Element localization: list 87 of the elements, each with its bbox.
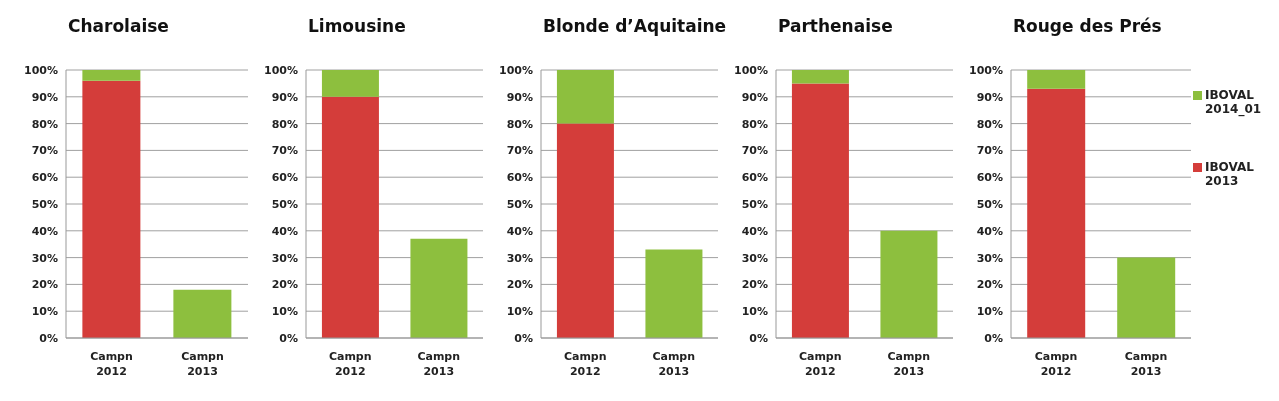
y-tick-label: 10% (506, 305, 533, 319)
bar (1117, 257, 1176, 338)
chart-title: Charolaise (67, 15, 170, 38)
y-tick-label: 10% (31, 305, 58, 319)
y-tick-label: 20% (271, 278, 298, 292)
bar (556, 70, 614, 124)
y-tick-label: 100% (734, 63, 768, 77)
y-tick-label: 30% (741, 251, 768, 265)
bar (82, 70, 141, 81)
legend-label: IBOVAL 2013 (1205, 160, 1255, 188)
bar (410, 238, 468, 338)
chart-title: Rouge des Prés (1012, 15, 1163, 38)
y-tick-label: 70% (506, 144, 533, 158)
y-tick-label: 100% (969, 63, 1003, 77)
y-tick-label: 70% (271, 144, 298, 158)
chart-title: Parthenaise (778, 16, 893, 36)
bar (321, 70, 379, 97)
y-tick-label: 30% (31, 251, 58, 265)
y-tick-label: 0% (984, 331, 1003, 345)
y-tick-label: 60% (506, 171, 533, 185)
y-tick-label: 70% (976, 144, 1003, 158)
x-tick-label: Campn 2013 (181, 350, 224, 378)
bar (321, 96, 379, 338)
y-tick-label: 40% (741, 224, 768, 238)
x-tick-label: Campn 2013 (1124, 350, 1168, 378)
y-tick-label: 30% (506, 251, 533, 265)
y-tick-label: 80% (506, 117, 533, 131)
x-tick-label: Campn 2012 (328, 350, 372, 378)
bar (791, 83, 849, 338)
y-tick-label: 0% (749, 331, 768, 345)
y-tick-label: 0% (279, 331, 298, 345)
x-tick-label: Campn 2013 (887, 350, 931, 378)
y-tick-label: 60% (976, 171, 1003, 185)
x-tick-label: Campn 2012 (563, 350, 607, 378)
y-tick-label: 100% (24, 63, 58, 77)
y-tick-label: 20% (31, 278, 58, 292)
y-tick-label: 80% (31, 117, 58, 131)
bar (556, 123, 614, 338)
bar (791, 70, 849, 84)
y-tick-label: 80% (976, 117, 1003, 131)
y-tick-label: 40% (31, 224, 58, 238)
y-tick-label: 70% (31, 144, 58, 158)
y-tick-label: 0% (39, 331, 58, 345)
y-tick-label: 50% (271, 197, 298, 211)
x-tick-label: Campn 2013 (417, 350, 461, 378)
y-tick-label: 80% (271, 117, 298, 131)
y-tick-label: 10% (271, 305, 298, 319)
y-tick-label: 70% (741, 144, 768, 158)
y-tick-label: 60% (31, 171, 58, 185)
bar (82, 80, 141, 338)
y-tick-label: 90% (976, 90, 1003, 104)
y-tick-label: 30% (271, 251, 298, 265)
y-tick-label: 0% (514, 331, 533, 345)
y-tick-label: 60% (741, 171, 768, 185)
legend-label: IBOVAL 2014_01 (1205, 88, 1263, 116)
y-tick-label: 50% (741, 197, 768, 211)
x-tick-label: Campn 2013 (652, 350, 696, 378)
x-tick-label: Campn 2012 (1034, 350, 1078, 378)
y-tick-label: 50% (976, 197, 1003, 211)
y-tick-label: 90% (741, 90, 768, 104)
y-tick-label: 100% (499, 63, 533, 77)
y-tick-label: 40% (976, 224, 1003, 238)
y-tick-label: 20% (976, 278, 1003, 292)
y-tick-label: 60% (271, 171, 298, 185)
y-tick-label: 30% (976, 251, 1003, 265)
chart-title: Limousine (307, 15, 407, 38)
bar (1027, 88, 1086, 338)
bar (173, 289, 232, 338)
y-tick-label: 80% (741, 117, 768, 131)
y-tick-label: 50% (506, 197, 533, 211)
x-tick-label: Campn 2012 (90, 350, 133, 378)
y-tick-label: 90% (271, 90, 298, 104)
y-tick-label: 40% (271, 224, 298, 238)
chart-title: Blonde d’Aquitaine (542, 15, 727, 38)
y-tick-label: 20% (506, 278, 533, 292)
y-tick-label: 40% (506, 224, 533, 238)
y-tick-label: 20% (741, 278, 768, 292)
y-tick-label: 90% (31, 90, 58, 104)
bar (645, 249, 703, 338)
y-tick-label: 90% (506, 90, 533, 104)
y-tick-label: 10% (976, 305, 1003, 319)
y-tick-label: 50% (31, 197, 58, 211)
bar (880, 230, 938, 338)
x-tick-label: Campn 2012 (798, 350, 842, 378)
y-tick-label: 10% (741, 305, 768, 319)
bar (1027, 70, 1086, 89)
y-tick-label: 100% (264, 63, 298, 77)
